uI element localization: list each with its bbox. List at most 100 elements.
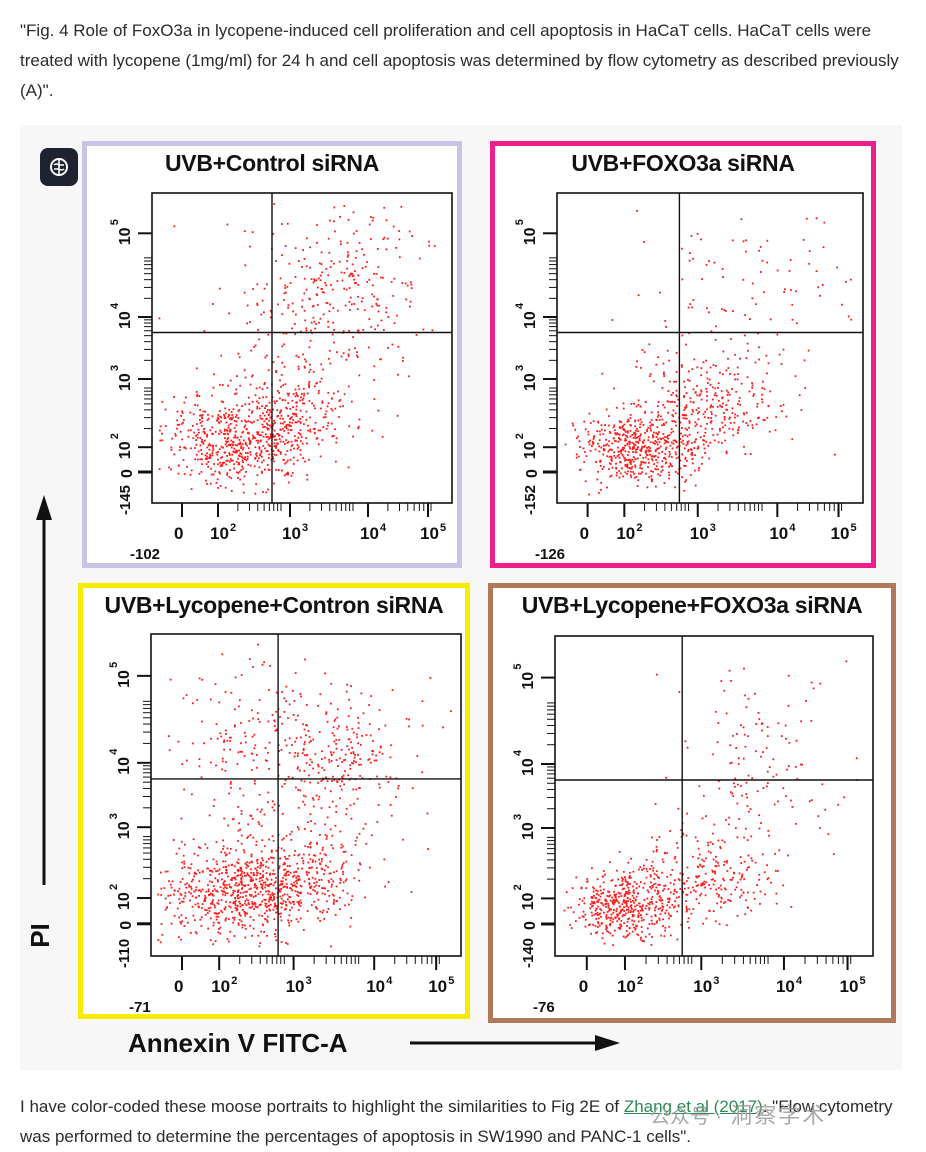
event-dot — [658, 452, 660, 455]
event-dot — [168, 735, 170, 737]
event-dot — [743, 878, 746, 881]
event-dot — [428, 244, 431, 247]
event-dot — [281, 427, 284, 430]
event-dot — [367, 759, 370, 761]
event-dot — [647, 436, 650, 439]
event-dot — [236, 763, 239, 765]
event-dot — [295, 880, 298, 882]
event-dot — [229, 443, 232, 446]
event-dot — [657, 884, 660, 886]
event-dot — [235, 424, 238, 427]
event-dot — [340, 271, 343, 274]
event-dot — [597, 421, 600, 424]
event-dot — [660, 909, 663, 912]
event-dot — [214, 430, 217, 433]
event-dot — [263, 287, 266, 290]
event-dot — [622, 900, 625, 903]
event-dot — [338, 725, 340, 728]
event-dot — [600, 915, 602, 918]
citation-link[interactable]: Zhang et al (2017) — [623, 1097, 763, 1116]
event-dot — [228, 792, 230, 795]
event-dot — [277, 469, 280, 472]
event-dot — [667, 471, 670, 474]
event-dot — [266, 283, 268, 286]
event-dot — [229, 748, 231, 751]
event-dot — [415, 334, 418, 336]
event-dot — [228, 408, 231, 411]
event-dot — [273, 453, 276, 456]
event-dot — [727, 899, 730, 901]
event-dot — [664, 926, 667, 929]
event-dot — [599, 433, 602, 436]
event-dot — [185, 886, 188, 889]
event-dot — [342, 774, 345, 777]
event-dot — [219, 465, 222, 468]
event-dot — [618, 895, 620, 898]
event-dot — [302, 748, 305, 750]
event-dot — [637, 914, 640, 917]
event-dot — [654, 906, 657, 909]
event-dot — [376, 821, 379, 823]
event-dot — [612, 426, 615, 429]
event-dot — [206, 483, 208, 485]
event-dot — [218, 928, 220, 930]
event-dot — [658, 919, 661, 921]
event-dot — [327, 326, 330, 328]
event-dot — [284, 779, 287, 782]
event-dot — [309, 246, 311, 249]
event-dot — [740, 894, 743, 897]
event-dot — [421, 724, 424, 727]
event-dot — [405, 717, 408, 720]
event-dot — [745, 357, 748, 359]
ai-assistant-button[interactable] — [40, 148, 78, 186]
event-dot — [350, 303, 353, 306]
event-dot — [628, 443, 631, 445]
event-dot — [263, 661, 265, 664]
event-dot — [339, 399, 342, 401]
event-dot — [199, 458, 202, 461]
event-dot — [302, 457, 304, 459]
event-dot — [683, 414, 686, 417]
event-dot — [247, 835, 250, 838]
event-dot — [634, 899, 637, 902]
event-dot — [208, 814, 211, 817]
event-dot — [276, 409, 279, 411]
event-dot — [740, 218, 743, 221]
event-dot — [643, 864, 645, 867]
event-dot — [325, 713, 327, 715]
event-dot — [337, 390, 339, 393]
event-dot — [395, 246, 398, 249]
event-dot — [650, 457, 653, 460]
event-dot — [717, 382, 720, 385]
event-dot — [259, 864, 262, 867]
event-dot — [595, 889, 597, 892]
event-dot — [284, 399, 287, 402]
event-dot — [653, 431, 655, 434]
event-dot — [218, 868, 221, 871]
event-dot — [393, 277, 396, 280]
event-dot — [225, 887, 228, 889]
event-dot — [751, 282, 754, 285]
up-arrow-icon — [36, 495, 52, 520]
event-dot — [229, 886, 231, 888]
event-dot — [261, 879, 264, 882]
event-dot — [710, 330, 713, 333]
event-dot — [598, 898, 601, 901]
event-dot — [606, 911, 609, 913]
event-dot — [326, 911, 329, 913]
event-dot — [320, 878, 323, 881]
event-dot — [237, 897, 239, 900]
event-dot — [225, 421, 228, 424]
event-dot — [303, 754, 306, 757]
event-dot — [442, 726, 444, 729]
event-dot — [650, 411, 653, 414]
event-dot — [244, 424, 247, 427]
event-dot — [206, 419, 209, 422]
event-dot — [283, 343, 285, 346]
event-dot — [272, 450, 275, 452]
event-dot — [624, 879, 627, 882]
event-dot — [245, 471, 247, 473]
event-dot — [620, 452, 623, 455]
event-dot — [248, 720, 251, 722]
event-dot — [685, 414, 688, 417]
